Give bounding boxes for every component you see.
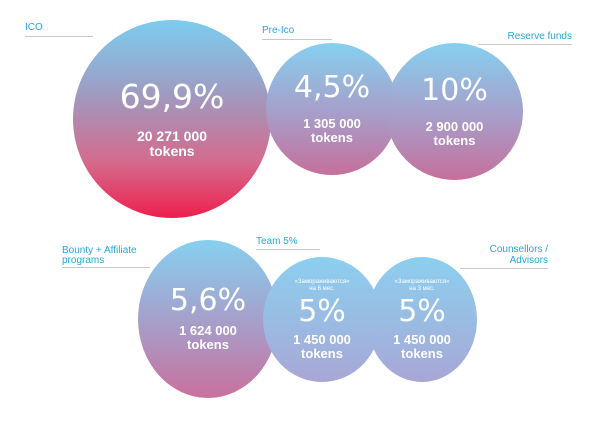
- bounty-token-amount: 1 624 000: [179, 323, 237, 339]
- ico-token-unit: tokens: [149, 142, 195, 159]
- counsellors-freeze-note: «Замораживаются» на 3 мес.: [395, 279, 450, 293]
- reserve-share-circle: 10% 2 900 000 tokens: [386, 43, 523, 180]
- leader-line-bounty: [62, 267, 150, 268]
- reserve-token-unit: tokens: [433, 132, 476, 148]
- leader-line-couns: [460, 268, 548, 269]
- team-share-circle: «Замораживаются» на 6 мес. 5% 1 450 000 …: [263, 257, 381, 382]
- ico-share-circle: 69,9% 20 271 000 tokens: [73, 20, 271, 218]
- ico-percent: 69,9%: [119, 76, 225, 116]
- leader-line-team: [256, 249, 320, 250]
- team-token-amount: 1 450 000: [293, 331, 351, 347]
- bounty-share-circle: 5,6% 1 624 000 tokens: [138, 240, 278, 398]
- label-team: Team 5%: [256, 236, 298, 247]
- team-freeze-note: «Замораживаются» на 6 мес.: [295, 279, 350, 293]
- counsellors-token-amount: 1 450 000: [393, 331, 451, 347]
- counsellors-token-unit: tokens: [401, 345, 443, 361]
- team-freeze-note-line2: на 6 мес.: [309, 285, 335, 292]
- team-freeze-note-line1: «Замораживаются»: [294, 278, 350, 285]
- preico-token-amount: 1 305 000: [303, 116, 361, 132]
- ico-token-amount: 20 271 000: [136, 127, 208, 144]
- leader-line-reserve: [478, 44, 572, 45]
- counsellors-freeze-note-line1: «Замораживаются»: [394, 278, 450, 285]
- label-preico: Pre-Ico: [262, 25, 295, 36]
- preico-token-unit: tokens: [311, 130, 353, 145]
- label-bounty-line2: programs: [62, 255, 105, 266]
- label-ico: ICO: [25, 22, 43, 33]
- bounty-percent: 5,6%: [169, 283, 247, 319]
- leader-line-ico: [25, 36, 93, 37]
- label-couns-line1: Counsellors /: [489, 244, 548, 255]
- label-reserve: Reserve funds: [507, 31, 572, 42]
- reserve-token-amount: 2 900 000: [425, 118, 484, 134]
- counsellors-freeze-note-line2: на 3 мес.: [409, 285, 435, 292]
- leader-line-preico: [262, 39, 332, 40]
- label-bounty-line1: Bounty + Affiliate: [62, 245, 137, 256]
- counsellors-percent: 5%: [398, 293, 446, 329]
- preico-percent: 4,5%: [293, 70, 371, 106]
- counsellors-share-circle: «Замораживаются» на 3 мес. 5% 1 450 000 …: [367, 257, 477, 382]
- team-token-unit: tokens: [301, 345, 343, 361]
- preico-share-circle: 4,5% 1 305 000 tokens: [266, 43, 398, 175]
- bounty-token-unit: tokens: [187, 337, 229, 352]
- reserve-percent: 10%: [421, 72, 488, 108]
- label-couns-line2: Advisors: [509, 255, 548, 266]
- team-percent: 5%: [298, 293, 346, 329]
